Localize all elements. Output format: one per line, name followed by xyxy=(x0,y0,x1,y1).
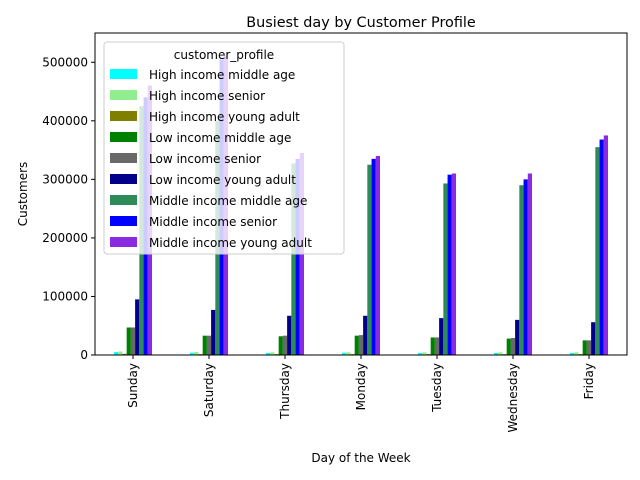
bar xyxy=(295,158,300,355)
bar xyxy=(278,336,283,355)
bar xyxy=(126,327,131,355)
bar xyxy=(439,318,444,355)
bar xyxy=(282,335,288,355)
x-tick-label: Monday xyxy=(354,363,368,410)
bar xyxy=(118,351,123,355)
bar xyxy=(291,163,296,355)
y-tick-label: 200000 xyxy=(42,231,88,245)
x-tick-label: Thursday xyxy=(278,363,292,420)
bar xyxy=(574,352,579,355)
bar xyxy=(494,352,499,355)
legend-swatch xyxy=(110,195,137,205)
bar xyxy=(591,322,596,355)
legend-swatch xyxy=(110,132,137,142)
legend-swatch xyxy=(110,111,137,121)
bar xyxy=(130,327,136,355)
legend-swatch xyxy=(110,153,137,163)
x-axis-label: Day of the Week xyxy=(311,451,410,465)
legend-label: Middle income senior xyxy=(149,215,277,229)
legend-label: Low income senior xyxy=(149,152,261,166)
x-axis: Sunday Saturday Thursday Monday Tuesday Wedne… xyxy=(126,355,596,432)
y-tick-label: 300000 xyxy=(42,172,88,186)
bar xyxy=(582,340,587,355)
bar xyxy=(266,352,271,355)
legend-label: Middle income young adult xyxy=(149,236,312,250)
bar xyxy=(422,352,427,355)
bar xyxy=(447,174,452,355)
legend: customer_profile High income middle age Hi… xyxy=(103,41,345,255)
bar xyxy=(527,173,532,355)
bar xyxy=(375,155,380,355)
legend-label: Low income young adult xyxy=(149,173,296,187)
bar xyxy=(599,139,604,355)
bar xyxy=(570,352,575,355)
x-tick-label: Sunday xyxy=(126,363,140,408)
legend-label: Middle income middle age xyxy=(149,194,307,208)
y-axis: 0 100000 200000 300000 400000 500000 xyxy=(42,55,95,362)
x-tick-label: Tuesday xyxy=(430,363,444,413)
bar xyxy=(443,183,448,355)
bar xyxy=(586,340,592,355)
bar xyxy=(211,309,216,355)
y-tick-label: 400000 xyxy=(42,114,88,128)
bar xyxy=(135,299,140,355)
legend-swatch xyxy=(110,237,137,247)
y-axis-label: Customers xyxy=(16,162,30,227)
chart-title: Busiest day by Customer Profile xyxy=(246,15,476,31)
bar xyxy=(523,179,528,355)
bar xyxy=(506,338,511,355)
legend-swatch xyxy=(110,90,137,100)
x-tick-label: Saturday xyxy=(202,363,216,417)
bar xyxy=(418,352,423,355)
bar xyxy=(354,335,359,355)
bar xyxy=(595,147,600,355)
bar xyxy=(434,337,440,355)
bar xyxy=(122,353,127,355)
y-tick-label: 0 xyxy=(80,348,88,362)
legend-swatch xyxy=(110,216,137,226)
legend-label: High income senior xyxy=(149,89,265,103)
legend-box xyxy=(103,41,345,255)
bar xyxy=(510,338,516,355)
bar xyxy=(206,335,212,355)
legend-label: Low income middle age xyxy=(149,131,291,145)
legend-title: customer_profile xyxy=(174,48,274,62)
bar xyxy=(287,315,292,355)
legend-label: High income middle age xyxy=(149,68,295,82)
bar xyxy=(202,335,207,355)
bar xyxy=(498,352,503,355)
bar xyxy=(519,185,524,355)
bar xyxy=(363,315,368,355)
bar xyxy=(194,352,199,355)
bar xyxy=(190,352,195,355)
y-tick-label: 100000 xyxy=(42,289,88,303)
bar xyxy=(371,158,376,355)
x-tick-label: Wednesday xyxy=(506,363,520,432)
bar xyxy=(346,352,351,355)
x-tick-label: Friday xyxy=(582,363,596,399)
bar xyxy=(342,352,347,355)
legend-label: High income young adult xyxy=(149,110,300,124)
bar xyxy=(270,352,275,355)
legend-swatch xyxy=(110,174,137,184)
bar xyxy=(430,337,435,355)
legend-swatch xyxy=(110,69,137,79)
bar xyxy=(367,164,372,355)
bar xyxy=(358,335,364,355)
bar xyxy=(451,173,456,355)
bar xyxy=(114,352,119,355)
y-tick-label: 500000 xyxy=(42,55,88,69)
bar xyxy=(515,319,520,355)
bar xyxy=(603,135,608,355)
